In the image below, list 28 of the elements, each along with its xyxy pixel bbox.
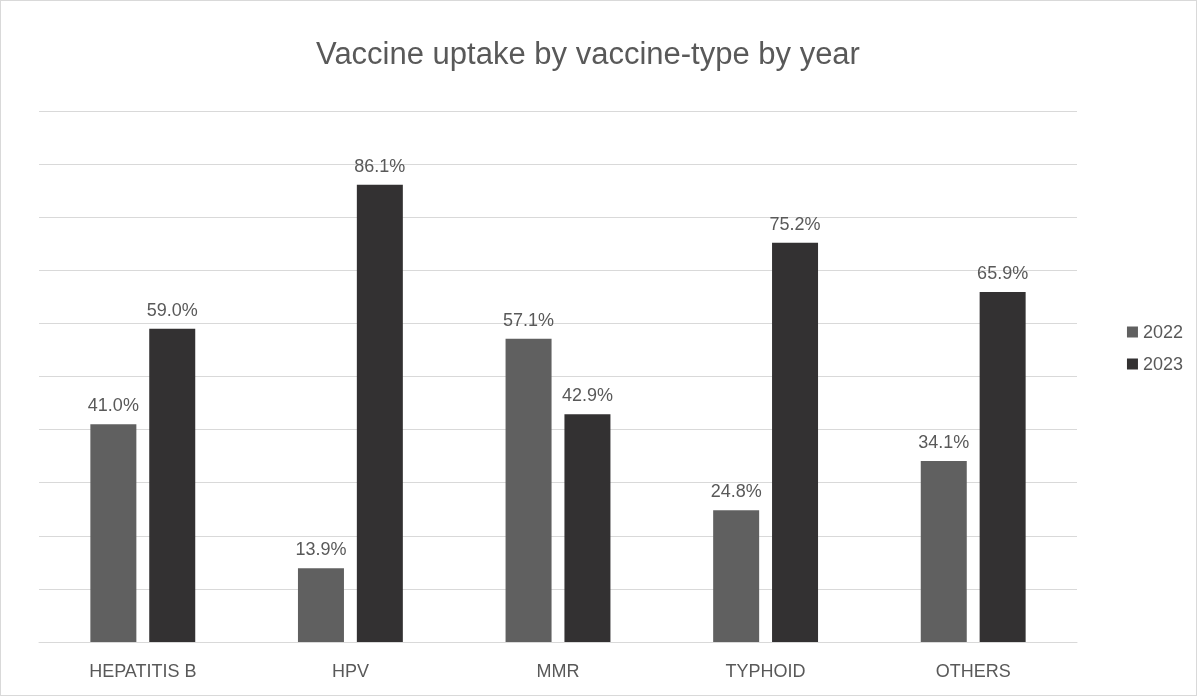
bar bbox=[297, 568, 344, 642]
data-label: 86.1% bbox=[354, 155, 406, 176]
bar bbox=[356, 184, 403, 642]
data-label: 57.1% bbox=[503, 309, 555, 330]
data-label: 24.8% bbox=[710, 481, 762, 502]
data-label: 42.9% bbox=[561, 385, 613, 406]
data-label: 34.1% bbox=[918, 431, 970, 452]
bar bbox=[920, 460, 967, 642]
x-tick-label: OTHERS bbox=[935, 661, 1011, 681]
data-label: 59.0% bbox=[146, 299, 198, 320]
bar bbox=[772, 242, 819, 642]
legend-label: 2023 bbox=[1142, 354, 1183, 374]
x-tick-label: MMR bbox=[536, 661, 580, 681]
data-label: 75.2% bbox=[769, 213, 821, 234]
bar bbox=[149, 328, 196, 642]
data-label: 65.9% bbox=[977, 263, 1029, 284]
bar bbox=[979, 292, 1026, 642]
bar bbox=[713, 510, 760, 642]
x-tick-label: HPV bbox=[331, 661, 369, 681]
bar bbox=[564, 414, 611, 642]
legend-label: 2022 bbox=[1142, 322, 1183, 342]
bar bbox=[90, 424, 137, 642]
chart-title: Vaccine uptake by vaccine-type by year bbox=[316, 36, 860, 71]
data-label: 13.9% bbox=[295, 539, 347, 560]
bar bbox=[505, 338, 552, 642]
x-tick-label: TYPHOID bbox=[725, 661, 806, 681]
x-tick-label: HEPATITIS B bbox=[89, 661, 197, 681]
data-label: 41.0% bbox=[87, 395, 139, 416]
